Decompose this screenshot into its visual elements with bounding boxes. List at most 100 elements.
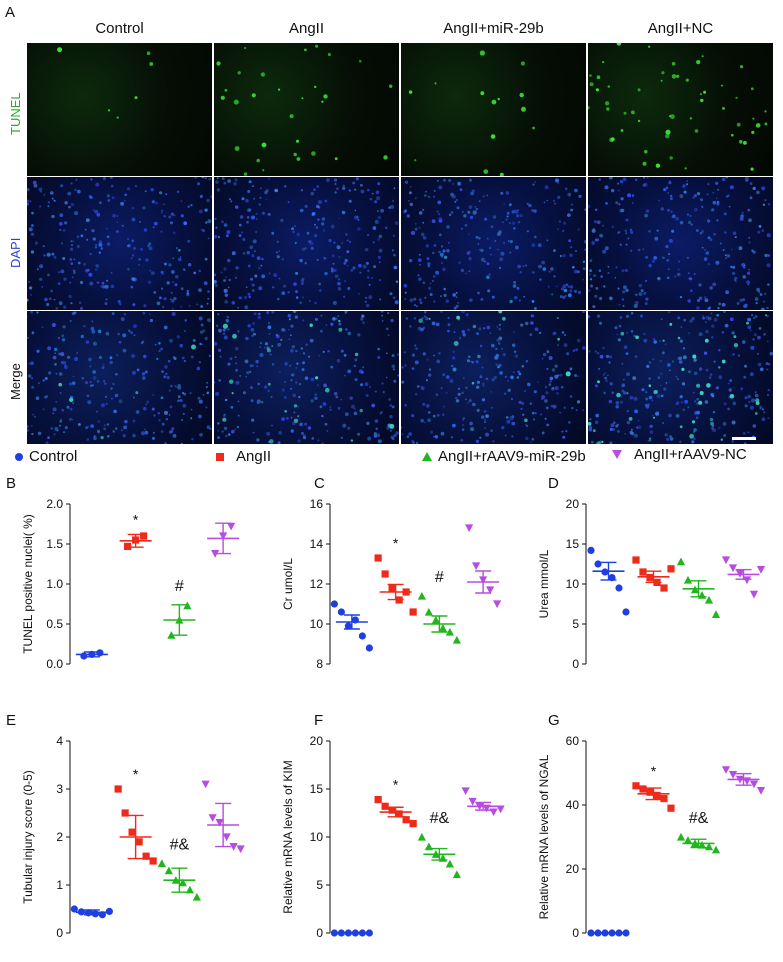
micrograph-tunel-1 — [27, 43, 212, 176]
data-point — [749, 780, 759, 789]
data-point — [683, 836, 693, 844]
data-point — [381, 570, 389, 578]
data-point — [465, 524, 474, 533]
data-point — [676, 557, 686, 566]
panel-letter: D — [548, 475, 559, 492]
data-point — [489, 808, 498, 817]
data-point — [683, 575, 693, 584]
y-tick-label: 14 — [310, 537, 324, 551]
data-point — [704, 595, 714, 604]
data-point — [639, 568, 647, 576]
scale-bar — [732, 437, 756, 440]
data-point — [676, 832, 686, 841]
significance-label: * — [393, 535, 399, 551]
chart-panel-e: E 0 1 2 3 4 Tubular injury score (0-5) * #& — [0, 700, 262, 957]
data-point — [594, 560, 602, 568]
data-point — [587, 929, 595, 937]
micrograph-tunel-2 — [214, 43, 399, 176]
data-point — [409, 608, 417, 616]
y-tick-label: 60 — [566, 734, 580, 748]
panel-letter: C — [314, 475, 325, 492]
data-point — [140, 532, 148, 540]
chart-panel-d: D 0 5 10 15 20 Urea mmol/L — [524, 474, 783, 696]
data-point — [438, 623, 447, 632]
data-point — [227, 522, 236, 531]
data-point — [330, 600, 338, 608]
data-point — [142, 852, 150, 860]
data-point — [742, 576, 752, 585]
data-point — [486, 586, 495, 595]
y-tick-label: 10 — [566, 577, 580, 591]
row-label-merge: Merge — [8, 363, 23, 400]
data-point — [660, 584, 668, 592]
legend-angii: AngII — [216, 448, 271, 465]
chart-svg: G 0 20 40 60 Relative mRNA levels of NGAL * #& — [537, 712, 766, 940]
chart-svg: F 0 5 10 15 20 Relative mRNA levels of KIM * #& — [281, 712, 505, 940]
chart-panel-b: B 0.0 0.5 1.0 1.5 2.0 TUNEL positive nuclei( %… — [0, 474, 262, 696]
data-point — [229, 843, 238, 851]
y-axis-label: Relative mRNA levels of KIM — [281, 760, 295, 913]
y-tick-label: 1 — [56, 878, 63, 892]
data-point — [622, 929, 630, 937]
data-point — [121, 809, 129, 817]
data-point — [424, 842, 433, 851]
y-tick-label: 40 — [566, 798, 580, 812]
panel-letter: B — [6, 475, 16, 492]
data-point — [374, 554, 382, 562]
data-point — [164, 866, 173, 875]
significance-label: * — [133, 766, 139, 782]
data-point — [639, 785, 647, 793]
data-point — [236, 845, 245, 854]
data-point — [632, 556, 640, 564]
y-tick-label: 0.5 — [46, 617, 63, 631]
data-point — [493, 600, 502, 609]
y-tick-label: 1.5 — [46, 537, 63, 551]
micrograph-dapi-2 — [214, 177, 399, 310]
data-point — [728, 771, 738, 779]
column-header-control: Control — [95, 20, 144, 37]
data-point — [80, 652, 88, 660]
legend-marker-triangle-down — [612, 450, 622, 459]
data-point — [149, 857, 157, 865]
data-point — [124, 542, 132, 550]
data-point — [615, 584, 623, 592]
panel-letter: F — [314, 712, 323, 729]
significance-label: #& — [170, 836, 190, 853]
y-axis-label: Tubular injury score (0-5) — [21, 770, 35, 904]
data-point — [208, 814, 217, 822]
micrograph-dapi-3 — [401, 177, 586, 310]
data-point — [711, 610, 721, 618]
data-point — [496, 805, 505, 814]
panel-a-letter: A — [5, 4, 16, 21]
data-point — [344, 622, 352, 630]
micrograph-tunel-4 — [588, 43, 773, 176]
data-point — [185, 885, 194, 894]
row-label-tunel: TUNEL — [8, 92, 23, 135]
micrograph-merge-3 — [401, 311, 586, 444]
legend-angii-nc: AngII+rAAV9-NC — [612, 446, 747, 463]
micrograph-merge-2 — [214, 311, 399, 444]
significance-label: #& — [689, 810, 709, 827]
chart-svg: D 0 5 10 15 20 Urea mmol/L — [537, 475, 766, 671]
y-axis-label: Urea mmol/L — [537, 549, 551, 618]
data-point — [409, 819, 417, 828]
data-point — [468, 797, 477, 806]
data-point — [365, 644, 373, 652]
data-point — [646, 788, 654, 796]
significance-label: * — [133, 511, 139, 527]
micrograph-dapi-4 — [588, 177, 773, 310]
significance-label: #& — [430, 810, 450, 827]
y-tick-label: 8 — [316, 657, 323, 671]
chart-svg: C 8 10 12 14 16 Cr umol/L * # — [281, 475, 502, 671]
data-point — [452, 870, 461, 879]
data-point — [192, 892, 201, 901]
y-tick-label: 3 — [56, 782, 63, 796]
legend-marker-square — [216, 452, 224, 461]
data-point — [135, 838, 143, 846]
data-point — [402, 816, 410, 824]
y-axis-label: TUNEL positive nuclei( %) — [21, 514, 35, 654]
data-point — [587, 546, 595, 554]
data-point — [704, 842, 714, 851]
data-point — [472, 562, 481, 571]
data-point — [632, 782, 640, 790]
